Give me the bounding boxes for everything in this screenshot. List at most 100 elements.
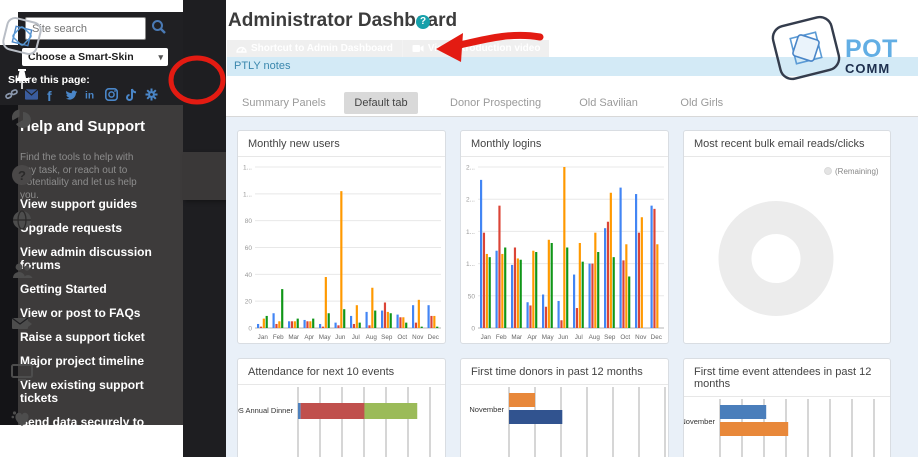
potentiality-logo-icon[interactable] bbox=[0, 15, 43, 57]
sidebar-left-edge bbox=[0, 105, 18, 425]
email-icon[interactable] bbox=[25, 88, 38, 101]
ptly-notes-bar: PTLY notes bbox=[227, 57, 918, 76]
svg-text:(Remaining): (Remaining) bbox=[835, 167, 879, 176]
svg-text:Mar: Mar bbox=[288, 334, 299, 341]
instagram-icon[interactable] bbox=[105, 88, 118, 101]
chart-bar-h: November bbox=[684, 399, 875, 457]
svg-text:0: 0 bbox=[248, 326, 252, 333]
share-icons-row: f in bbox=[5, 88, 177, 102]
panel-monthly-logins: Monthly logins 0 50 1... 1... 2... 2... Jan Feb M… bbox=[460, 130, 669, 344]
button-label: View introduction video bbox=[427, 43, 541, 54]
svg-text:1...: 1... bbox=[466, 261, 475, 268]
help-menu-item-7[interactable]: Major project timeline bbox=[20, 354, 145, 368]
globe-icon[interactable] bbox=[0, 209, 43, 231]
svg-text:50: 50 bbox=[468, 293, 476, 300]
svg-text:Feb: Feb bbox=[496, 334, 507, 341]
help-menu-item-5[interactable]: View or post to FAQs bbox=[20, 306, 141, 320]
help-menu-item-3[interactable]: View admin discussion forums bbox=[20, 245, 152, 272]
search-button[interactable] bbox=[148, 17, 170, 40]
svg-text:40: 40 bbox=[245, 272, 253, 279]
panel-first-time-donors-in-past-12-months: First time donors in past 12 months Novem… bbox=[460, 358, 669, 457]
svg-text:80: 80 bbox=[245, 218, 253, 225]
svg-text:20: 20 bbox=[245, 299, 253, 306]
help-icon-flyout-highlight bbox=[183, 152, 228, 200]
link-icon[interactable] bbox=[5, 88, 18, 101]
favorites-icon[interactable] bbox=[0, 409, 43, 427]
svg-text:Nov: Nov bbox=[412, 334, 424, 341]
view-introduction-video-button[interactable]: View introduction video bbox=[401, 40, 550, 57]
smart-skin-dropdown-value: Choose a Smart-Skin bbox=[28, 51, 134, 63]
svg-text:May: May bbox=[542, 334, 555, 341]
ptly-notes-link[interactable]: PTLY notes bbox=[234, 60, 291, 72]
svg-text:Jan: Jan bbox=[258, 334, 269, 341]
facebook-icon[interactable]: f bbox=[45, 88, 58, 102]
tab-summary-panels[interactable]: Summary Panels bbox=[242, 97, 326, 109]
svg-text:Oct: Oct bbox=[397, 334, 407, 341]
panel-title: Monthly logins bbox=[461, 131, 668, 157]
page-help-icon[interactable]: ? bbox=[416, 15, 430, 29]
svg-text:November: November bbox=[684, 417, 715, 426]
help-icon[interactable]: ? bbox=[0, 163, 43, 187]
svg-text:Feb: Feb bbox=[273, 334, 284, 341]
help-menu-item-8[interactable]: View existing support tickets bbox=[20, 378, 144, 405]
logo-text-line1: POT bbox=[845, 35, 898, 63]
svg-text:Oct: Oct bbox=[620, 334, 630, 341]
help-menu-item-9[interactable]: Send data securely to Potentiality bbox=[20, 415, 145, 442]
chart-bar-h: November bbox=[469, 387, 666, 457]
logo-wordmark: POT COMM bbox=[845, 36, 918, 76]
chart-pie: (Remaining) bbox=[718, 167, 879, 316]
tab-donor-prospecting[interactable]: Donor Prospecting bbox=[450, 97, 542, 109]
chart-bar-h: OS Annual Dinner bbox=[238, 387, 431, 457]
chart-bar: 0 50 1... 1... 2... 2... Jan Feb Mar Apr May Jun Jul… bbox=[466, 165, 664, 341]
svg-text:Aug: Aug bbox=[366, 334, 378, 341]
panel-monthly-new-users: Monthly new users 0 20 40 60 80 1... 1... Jan Feb… bbox=[237, 130, 446, 344]
svg-text:1...: 1... bbox=[243, 165, 252, 172]
help-menu-item-1[interactable]: View support guides bbox=[20, 197, 138, 211]
smart-skin-dropdown[interactable]: Choose a Smart-Skin ▾ bbox=[22, 48, 168, 66]
svg-text:Dec: Dec bbox=[651, 334, 662, 341]
svg-text:Sep: Sep bbox=[381, 334, 393, 341]
svg-text:Mar: Mar bbox=[511, 334, 522, 341]
svg-text:Jul: Jul bbox=[575, 334, 583, 341]
chart-bar: 0 20 40 60 80 1... 1... Jan Feb Mar Apr May Jun Jul Au… bbox=[243, 165, 441, 341]
mail-icon[interactable] bbox=[0, 315, 43, 331]
shortcut-to-admin-dashboard-button[interactable]: Shortcut to Admin Dashboard bbox=[227, 40, 402, 57]
pie-chart-icon[interactable] bbox=[0, 109, 43, 129]
pin-icon[interactable] bbox=[0, 67, 43, 93]
twitter-icon[interactable] bbox=[65, 88, 78, 101]
icon-strip bbox=[183, 0, 226, 457]
tab-old-savilian[interactable]: Old Savilian bbox=[579, 97, 638, 109]
svg-text:60: 60 bbox=[245, 245, 253, 252]
monitor-icon[interactable] bbox=[0, 364, 43, 381]
tab-old-girls[interactable]: Old Girls bbox=[680, 97, 724, 109]
panel-title: Attendance for next 10 events bbox=[238, 359, 445, 385]
tiktok-icon[interactable] bbox=[125, 88, 138, 101]
help-menu-item-4[interactable]: Getting Started bbox=[20, 282, 107, 296]
panel-attendance-for-next-10-events: Attendance for next 10 events OS Annual D… bbox=[237, 358, 446, 457]
people-icon[interactable] bbox=[0, 262, 43, 280]
panel-title: Most recent bulk email reads/clicks bbox=[684, 131, 890, 157]
dashboard-icon bbox=[236, 46, 247, 53]
svg-text:Jul: Jul bbox=[352, 334, 360, 341]
panel-title: First time donors in past 12 months bbox=[461, 359, 668, 385]
svg-text:in: in bbox=[85, 91, 94, 101]
svg-text:Apr: Apr bbox=[304, 334, 314, 341]
search-input[interactable] bbox=[25, 17, 146, 40]
panel-title: First time event attendees in past 12 mo… bbox=[684, 359, 890, 397]
panel-title: Monthly new users bbox=[238, 131, 445, 157]
svg-text:1...: 1... bbox=[243, 191, 252, 198]
settings-icon[interactable] bbox=[145, 88, 158, 101]
logo-text-line2: COMM bbox=[845, 61, 891, 76]
help-menu: View support guides Upgrade requests View … bbox=[20, 198, 162, 453]
tab-default-tab[interactable]: Default tab bbox=[344, 92, 418, 114]
help-menu-item-2[interactable]: Upgrade requests bbox=[20, 221, 123, 235]
svg-text:0: 0 bbox=[471, 326, 475, 333]
linkedin-icon[interactable]: in bbox=[85, 88, 98, 101]
help-menu-item-6[interactable]: Raise a support ticket bbox=[20, 330, 145, 344]
svg-text:Jun: Jun bbox=[558, 334, 569, 341]
video-icon bbox=[412, 45, 424, 52]
tab-bar: Summary Panels Default tab Donor Prospecti… bbox=[226, 88, 918, 117]
help-intro-text: Find the tools to help with any task, or… bbox=[20, 152, 137, 201]
panel-first-time-event-attendees-in-past-12-months: First time event attendees in past 12 mo… bbox=[683, 358, 891, 457]
